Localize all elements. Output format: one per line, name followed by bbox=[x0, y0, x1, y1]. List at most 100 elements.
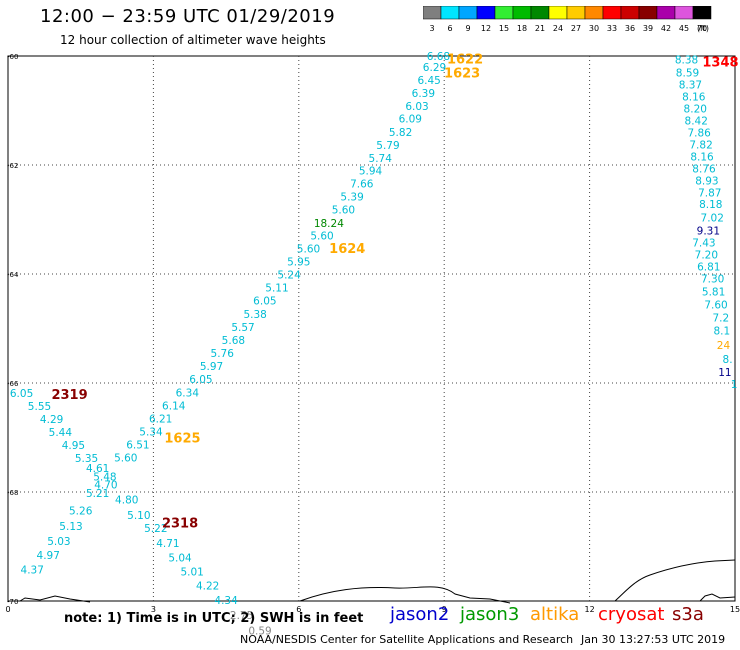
legend-altika: altika bbox=[530, 604, 580, 625]
wave-height-value: 4.97 bbox=[37, 550, 60, 562]
coastline-middle bbox=[299, 586, 511, 604]
wave-height-value: 5.74 bbox=[369, 153, 393, 165]
legend-unit: (ft) bbox=[697, 24, 709, 33]
wave-height-value: 8.20 bbox=[684, 103, 707, 115]
wave-height-value: 5.34 bbox=[139, 427, 163, 439]
legend-bin-label: 36 bbox=[625, 24, 635, 33]
wave-height-value: 5.26 bbox=[69, 506, 93, 518]
legend-bin-label: 42 bbox=[661, 24, 671, 33]
wave-height-value: 4.34 bbox=[214, 595, 238, 607]
x-tick-label: 15 bbox=[730, 605, 740, 614]
axis-tick-labels: 0 3 6 9 12 15 -60 -62 -64 -66 -68 -70 bbox=[5, 53, 740, 614]
wave-height-value: 5.68 bbox=[222, 335, 245, 347]
legend-s3a: s3a bbox=[672, 604, 704, 625]
x-tick-label: 6 bbox=[296, 605, 301, 614]
note-text: note: 1) Time is in UTC; 2) SWH is in fe… bbox=[64, 611, 364, 626]
wave-height-value: 7.66 bbox=[350, 179, 374, 191]
wave-height-value: 4.80 bbox=[115, 495, 138, 507]
wave-height-value: 0.59 bbox=[248, 625, 271, 637]
wave-height-value: 5.60 bbox=[297, 243, 320, 255]
y-tick-label: -64 bbox=[7, 271, 19, 279]
y-tick-label: -70 bbox=[7, 598, 18, 606]
wave-height-value: 7.82 bbox=[689, 139, 712, 151]
wave-height-value: 7.87 bbox=[698, 187, 721, 199]
wave-height-value: 7.86 bbox=[687, 127, 711, 139]
pass-time-label: 1625 bbox=[164, 432, 200, 447]
wave-height-value: 6.05 bbox=[253, 296, 276, 308]
page-title: 12:00 − 23:59 UTC 01/29/2019 bbox=[40, 6, 336, 27]
wave-height-labels: 6.686.296.456.396.036.095.825.795.745.94… bbox=[10, 51, 738, 637]
wave-height-value: 5.95 bbox=[287, 256, 310, 268]
wave-height-value: 6.14 bbox=[162, 400, 186, 412]
wave-height-value: 6.21 bbox=[149, 413, 172, 425]
wave-height-value: 6.05 bbox=[10, 388, 33, 400]
wave-height-value: 6.39 bbox=[412, 88, 435, 100]
legend-bin-label: 39 bbox=[643, 24, 653, 33]
wave-height-value: 4.70 bbox=[94, 479, 117, 491]
wave-height-value: 6.34 bbox=[176, 387, 200, 399]
color-legend: 3 6 9 12 15 18 21 24 27 30 33 36 39 42 45 70(ft) bbox=[423, 6, 712, 33]
wave-height-value: 8.59 bbox=[676, 67, 699, 79]
wave-height-value: 24 bbox=[717, 340, 731, 352]
wave-height-value: 5.60 bbox=[332, 205, 355, 217]
wave-height-value: 8.76 bbox=[692, 163, 716, 175]
legend-swatch-70 bbox=[692, 6, 712, 20]
wave-height-value: 5.76 bbox=[211, 348, 235, 360]
coastline-left bbox=[19, 595, 91, 603]
wave-height-value: 5.44 bbox=[49, 427, 73, 439]
wave-height-value: 5.97 bbox=[200, 361, 223, 373]
wave-height-value: 6.68 bbox=[427, 51, 450, 63]
wave-height-value: 5.04 bbox=[168, 552, 192, 564]
pass-time-label: 2319 bbox=[51, 388, 87, 403]
wave-height-value: 6.51 bbox=[126, 440, 149, 452]
wave-height-value: 8.1 bbox=[713, 326, 730, 338]
y-tick-label: -60 bbox=[7, 53, 18, 61]
wave-height-value: 11 bbox=[718, 367, 731, 379]
y-tick-label: -68 bbox=[7, 489, 18, 497]
x-tick-label: 3 bbox=[151, 605, 156, 614]
pass-time-label: 1624 bbox=[329, 242, 365, 257]
x-tick-label: 12 bbox=[585, 605, 595, 614]
wave-height-value: 4.71 bbox=[156, 538, 179, 550]
grid-lines bbox=[8, 56, 735, 601]
legend-jason3: jason3 bbox=[460, 604, 520, 625]
footer-timestamp: Jan 30 13:27:53 UTC 2019 bbox=[581, 633, 726, 646]
wave-height-value: 6.81 bbox=[697, 261, 720, 273]
wave-height-value: 5.57 bbox=[231, 322, 254, 334]
wave-height-value: 5.22 bbox=[144, 523, 167, 535]
wave-height-value: 1 bbox=[731, 379, 738, 391]
wave-height-value: 4.95 bbox=[62, 440, 85, 452]
wave-height-value: 5.03 bbox=[47, 536, 70, 548]
wave-height-value: 8.16 bbox=[682, 91, 706, 103]
wave-height-value: 6.05 bbox=[189, 374, 212, 386]
coastline-antarctic bbox=[614, 559, 736, 602]
wave-height-value: 7.2 bbox=[712, 313, 729, 325]
legend-bin-label: 45 bbox=[679, 24, 689, 33]
wave-height-value: 6.29 bbox=[423, 62, 446, 74]
wave-height-value: 6.03 bbox=[405, 101, 428, 113]
wave-height-value: 5.82 bbox=[389, 127, 412, 139]
legend-bin-label: 18 bbox=[517, 24, 527, 33]
wave-height-value: 5.35 bbox=[75, 453, 98, 465]
wave-height-value: 8.18 bbox=[699, 199, 722, 211]
wave-height-value: 5.10 bbox=[127, 510, 150, 522]
wave-height-value: 18.24 bbox=[314, 218, 344, 230]
wave-height-value: 7.30 bbox=[701, 273, 724, 285]
legend-bin-label: 24 bbox=[553, 24, 563, 33]
wave-height-value: 5.39 bbox=[340, 192, 363, 204]
legend-bin-label: 9 bbox=[465, 24, 470, 33]
coastline-right-edge bbox=[699, 593, 736, 602]
wave-height-value: 7.60 bbox=[704, 300, 727, 312]
wave-height-value: 7.20 bbox=[695, 249, 718, 261]
legend-bin-label: 27 bbox=[571, 24, 581, 33]
pass-time-label: 1623 bbox=[444, 66, 480, 81]
wave-height-value: 8. bbox=[723, 354, 733, 366]
footer-credit: NOAA/NESDIS Center for Satellite Applica… bbox=[240, 633, 574, 646]
legend-bin-label: 70 bbox=[697, 24, 707, 33]
wave-height-value: 8.93 bbox=[695, 175, 718, 187]
wave-height-value: 7.43 bbox=[692, 237, 715, 249]
wave-height-value: 4.29 bbox=[40, 414, 63, 426]
legend-jason2: jason2 bbox=[390, 604, 450, 625]
